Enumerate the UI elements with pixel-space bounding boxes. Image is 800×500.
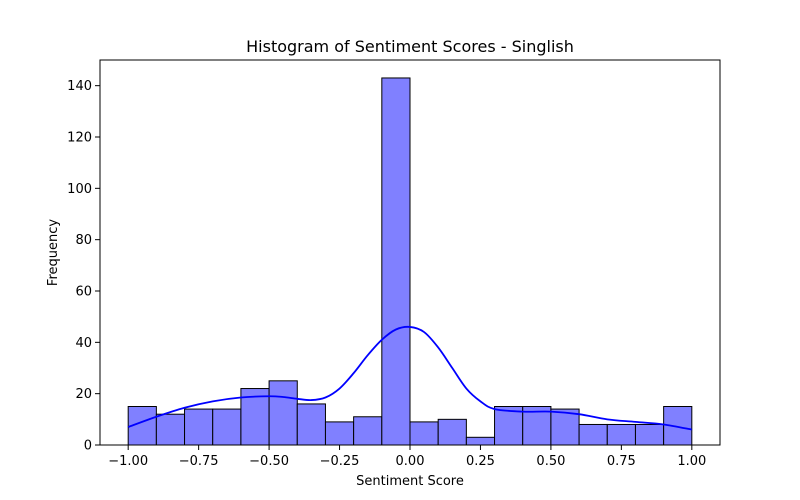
histogram-bar (212, 408, 242, 446)
x-tick-label: −0.50 (249, 454, 289, 469)
x-tick-label: 1.00 (677, 454, 706, 469)
histogram-bar (522, 406, 552, 446)
y-axis-label: Frequency (46, 219, 61, 286)
y-tick-label: 0 (84, 439, 92, 454)
y-tick-label: 140 (67, 79, 92, 94)
y-axis-ticks: 0 20 40 60 80 100 120 140 (67, 79, 100, 454)
x-axis-ticks: −1.00 −0.75 −0.50 −0.25 0.00 0.25 0.50 0.75 1.00 (108, 445, 706, 469)
y-tick-label: 20 (75, 387, 92, 402)
x-tick-label: −0.25 (320, 454, 360, 469)
histogram-bar (296, 403, 326, 446)
histogram-bar (550, 408, 580, 446)
x-tick-label: −0.75 (179, 454, 219, 469)
histogram-bar (381, 77, 411, 446)
histogram-bar (324, 421, 355, 446)
chart-title: Histogram of Sentiment Scores - Singlish (246, 37, 574, 56)
y-tick-label: 100 (67, 182, 92, 197)
histogram-bar (634, 423, 665, 446)
histogram-bar (409, 421, 439, 446)
histogram-bar (155, 413, 186, 446)
y-tick-label: 80 (75, 233, 92, 248)
bars-group (127, 77, 693, 446)
x-axis-label: Sentiment Score (356, 474, 464, 489)
kde-curve (127, 325, 692, 431)
y-tick-label: 120 (67, 131, 92, 146)
kde-group (127, 325, 692, 431)
y-tick-label: 60 (75, 285, 92, 300)
x-tick-label: 0.75 (607, 454, 636, 469)
histogram-bar (465, 436, 496, 446)
histogram-bar (268, 380, 298, 446)
x-tick-label: 0.50 (536, 454, 565, 469)
histogram-bar (184, 408, 214, 446)
histogram-bar (606, 423, 636, 446)
x-tick-label: −1.00 (108, 454, 148, 469)
y-tick-label: 40 (75, 336, 92, 351)
x-tick-label: 0.25 (466, 454, 495, 469)
histogram-bar (437, 418, 467, 446)
x-tick-label: 0.00 (396, 454, 425, 469)
histogram-bar (353, 416, 383, 446)
histogram-bar (578, 423, 608, 446)
